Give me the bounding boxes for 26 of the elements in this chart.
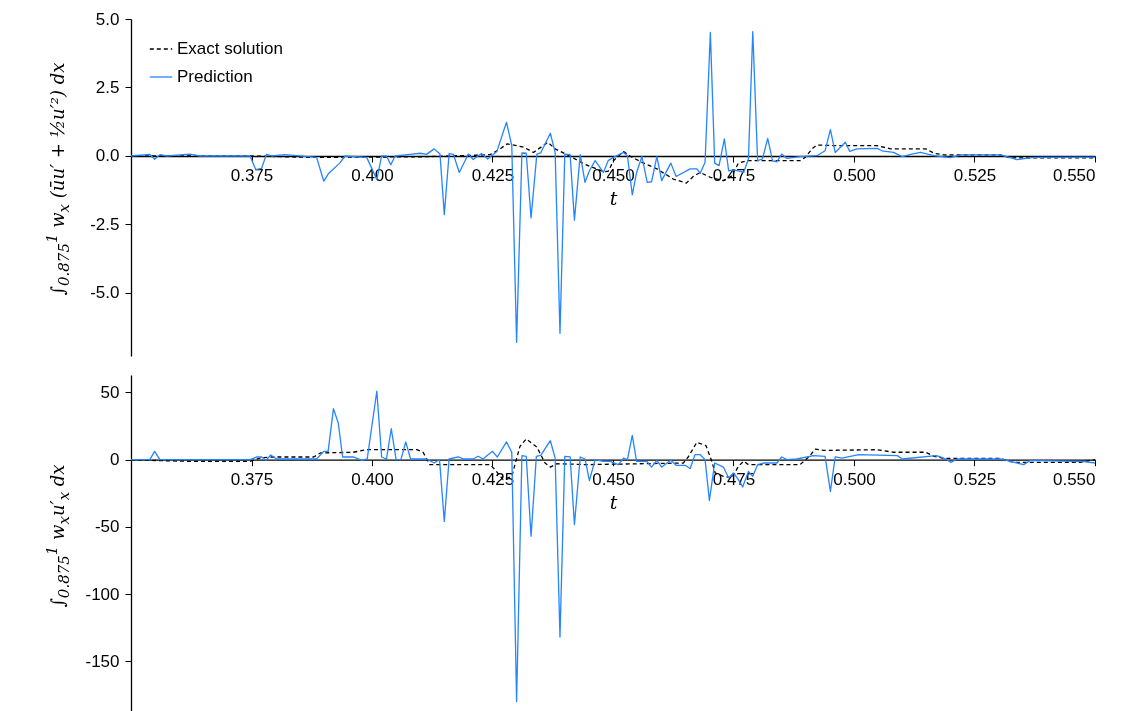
x-tick-label: 0.525	[953, 470, 997, 490]
y-tick-label: 50	[100, 382, 120, 402]
y-tick-label: 0	[110, 450, 120, 470]
y-tick-label: -2.5	[90, 214, 120, 234]
y-tick-label: -150	[85, 651, 120, 671]
x-tick-label: 0.500	[833, 470, 876, 490]
y-tick-label: -100	[85, 584, 120, 604]
x-tick-label: 0.400	[351, 470, 394, 490]
x-tick-label: 0.375	[230, 470, 274, 490]
y-tick-label: -50	[94, 517, 120, 537]
x-tick-label: 0.525	[953, 166, 997, 186]
x-tick-label: 0.400	[351, 166, 394, 186]
y-tick-label: 0.0	[95, 146, 120, 166]
y-tick-label: 2.5	[95, 78, 120, 97]
x-tick-label: 0.550	[1052, 166, 1096, 186]
x-tick-label: 0.375	[230, 166, 274, 186]
x-axis-title: t	[609, 187, 618, 210]
x-axis-title: t	[609, 491, 618, 514]
y-tick-label: -5.0	[90, 283, 120, 303]
legend-label: Exact solution	[177, 39, 283, 58]
legend-label: Prediction	[177, 67, 253, 86]
x-tick-label: 0.500	[833, 166, 876, 186]
x-tick-label: 0.450	[592, 470, 635, 490]
x-tick-label: 0.475	[712, 166, 756, 186]
x-tick-label: 0.550	[1052, 470, 1096, 490]
y-tick-label: 5.0	[95, 9, 120, 29]
